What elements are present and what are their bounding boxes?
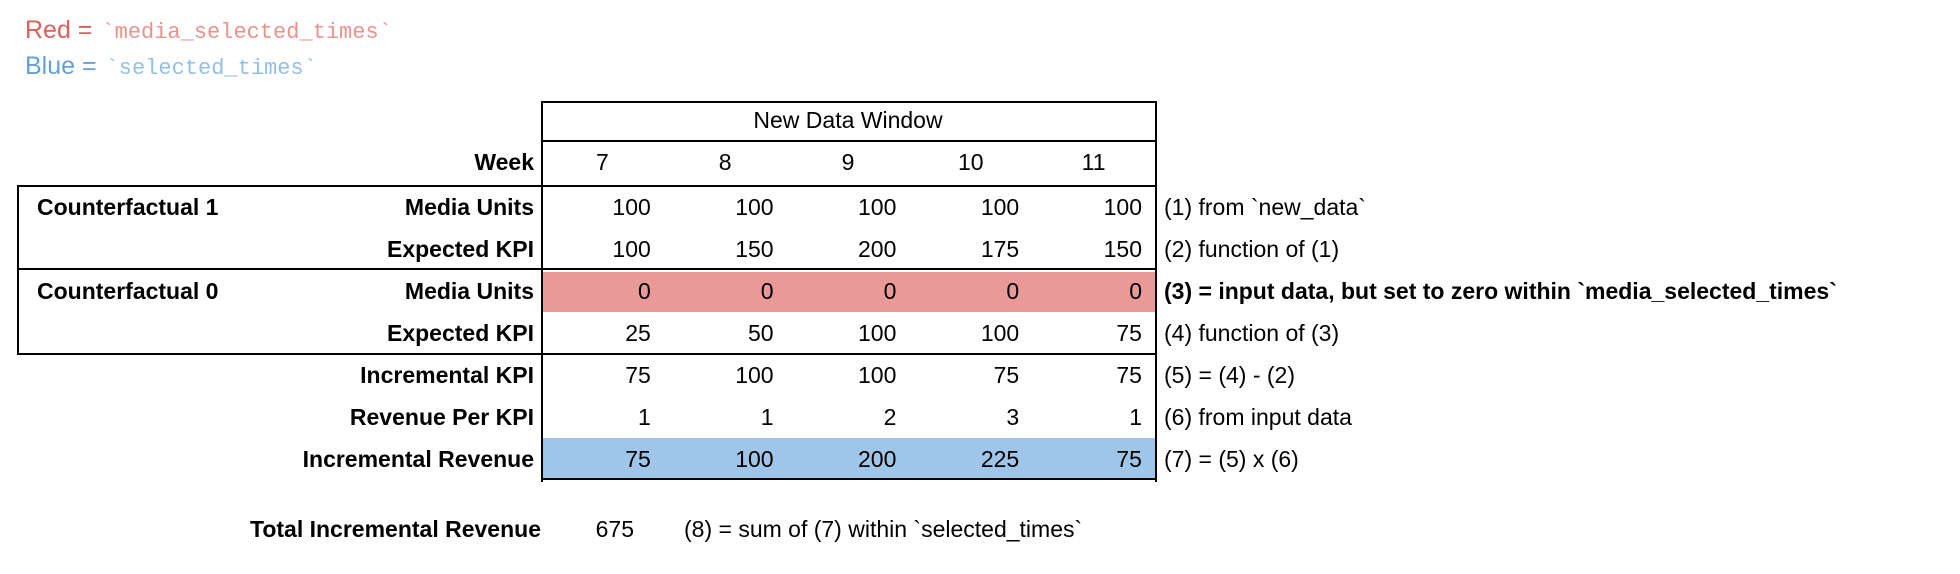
value-cell: 100 (735, 194, 774, 220)
legend-red-label: Red = (25, 16, 93, 44)
label-box-left-border (17, 185, 19, 355)
value-cell: 25 (625, 320, 651, 346)
value-cell: 100 (612, 194, 651, 220)
value-cell: 100 (980, 320, 1020, 346)
value-cell: 175 (980, 236, 1020, 262)
row-annotation: (7) = (5) x (6) (1164, 446, 1299, 472)
value-cell: 1 (760, 404, 774, 430)
group-label: Counterfactual 0 (37, 278, 219, 304)
value-cell: 100 (735, 362, 774, 388)
value-cell: 200 (858, 236, 897, 262)
value-cell: 100 (735, 446, 774, 472)
value-cell: 0 (1006, 278, 1020, 304)
value-cell: 100 (858, 320, 897, 346)
value-cell: 75 (1116, 446, 1142, 472)
row-annotation: (2) function of (1) (1164, 236, 1340, 262)
total-value: 675 (595, 516, 634, 542)
row-label: Media Units (404, 278, 534, 304)
row-label: Expected KPI (387, 236, 534, 262)
value-cell: 0 (760, 278, 774, 304)
row-label: Incremental Revenue (302, 446, 534, 472)
value-cell: 75 (1116, 320, 1142, 346)
header-top-border (541, 101, 1157, 103)
blue-highlight-band (543, 438, 1155, 478)
value-cell: 2 (883, 404, 897, 430)
week-number: 8 (718, 149, 732, 175)
value-cell: 0 (883, 278, 897, 304)
row-label: Media Units (404, 194, 534, 220)
value-cell: 150 (735, 236, 774, 262)
value-cell: 3 (1006, 404, 1020, 430)
value-cell: 75 (625, 362, 651, 388)
row-label: Incremental KPI (360, 362, 534, 388)
week-number: 7 (596, 149, 609, 175)
value-cell: 100 (1103, 194, 1142, 220)
legend-blue-code: `selected_times` (105, 56, 317, 81)
week-number: 11 (1081, 149, 1106, 175)
value-cell: 0 (638, 278, 651, 304)
counterfactual0-bottom-border (17, 353, 1157, 355)
value-area-left-border (541, 101, 543, 482)
row-annotation: (3) = input data, but set to zero within… (1164, 278, 1837, 304)
week-number: 10 (957, 149, 984, 175)
legend-red-code: `media_selected_times` (101, 20, 392, 45)
legend-blue-label: Blue = (25, 52, 97, 80)
total-label: Total Incremental Revenue (250, 516, 541, 542)
value-cell: 100 (858, 194, 897, 220)
row-label: Expected KPI (387, 320, 534, 346)
value-cell: 75 (625, 446, 651, 472)
value-cell: 100 (980, 194, 1020, 220)
value-cell: 0 (1129, 278, 1142, 304)
value-cell: 1 (1129, 404, 1142, 430)
counterfactual1-top-border (17, 185, 1157, 187)
row-annotation: (5) = (4) - (2) (1164, 362, 1295, 388)
group-label: Counterfactual 1 (37, 194, 219, 220)
total-note: (8) = sum of (7) within `selected_times` (684, 516, 1083, 542)
header-bottom-border (541, 140, 1157, 142)
red-highlight-band (543, 272, 1155, 312)
value-cell: 225 (980, 446, 1020, 472)
value-cell: 200 (858, 446, 897, 472)
table-header-title: New Data Window (753, 107, 943, 133)
row-label: Revenue Per KPI (349, 404, 534, 430)
row-annotation: (4) function of (3) (1164, 320, 1340, 346)
week-row-label: Week (474, 149, 534, 175)
value-cell: 100 (612, 236, 651, 262)
counterfactual0-top-border (17, 268, 1157, 270)
row-annotation: (6) from input data (1164, 404, 1352, 430)
value-area-right-border (1155, 101, 1157, 482)
value-cell: 75 (993, 362, 1020, 388)
week-number: 9 (841, 149, 855, 175)
table-bottom-border (541, 478, 1157, 480)
legend-blue-line: Blue = `selected_times` (25, 52, 317, 81)
value-cell: 50 (748, 320, 774, 346)
legend-red-line: Red = `media_selected_times` (25, 16, 392, 45)
value-cell: 75 (1116, 362, 1142, 388)
value-cell: 1 (638, 404, 651, 430)
row-annotation: (1) from `new_data` (1164, 194, 1366, 220)
value-cell: 150 (1103, 236, 1142, 262)
value-cell: 100 (858, 362, 897, 388)
